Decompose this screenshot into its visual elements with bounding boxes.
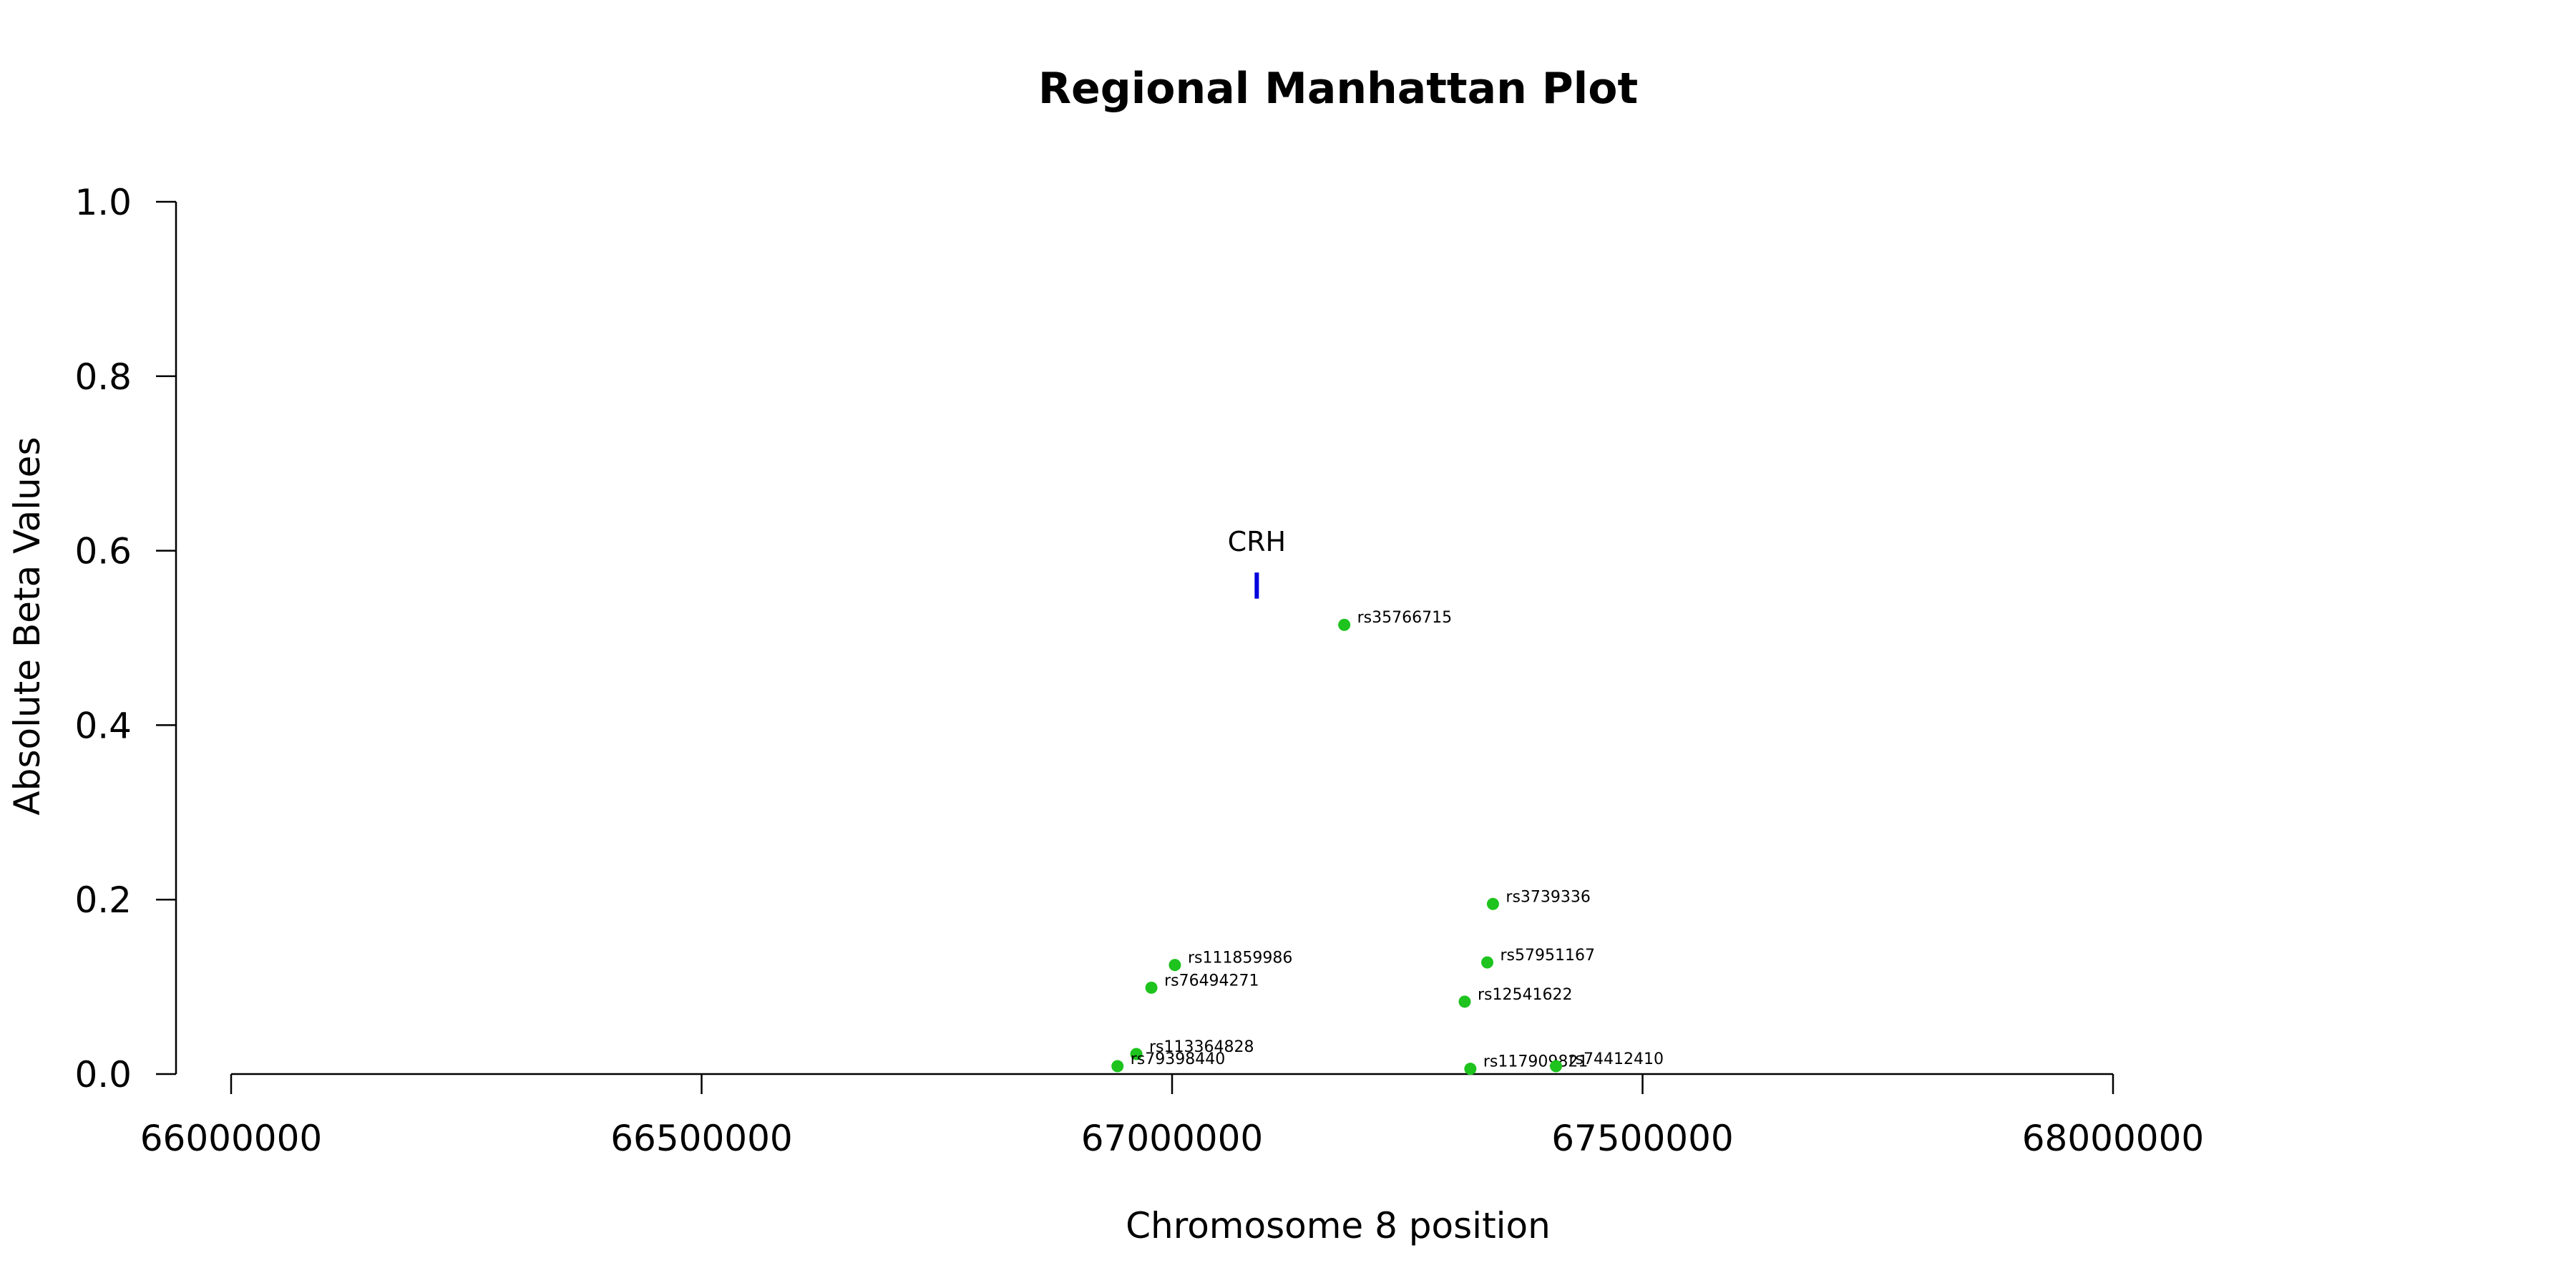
snp-label: rs113364828 bbox=[1149, 1038, 1254, 1056]
snp-label: rs79398440 bbox=[1131, 1050, 1225, 1068]
y-axis-label: Absolute Beta Values bbox=[6, 437, 48, 816]
x-tick-label: 66000000 bbox=[140, 1118, 323, 1159]
x-axis: 66000000 66500000 67000000 67500000 68000000 bbox=[140, 1073, 2205, 1159]
snp-label: rs74412410 bbox=[1569, 1050, 1664, 1068]
snp-label: rs12541622 bbox=[1478, 986, 1572, 1004]
snp-label: rs111859986 bbox=[1188, 950, 1292, 967]
gene-label: CRH bbox=[1228, 526, 1287, 557]
y-tick-label: 0.4 bbox=[74, 705, 132, 746]
y-tick-label: 0.6 bbox=[74, 531, 132, 572]
snp-point bbox=[1130, 1048, 1143, 1060]
snp-label: rs57951167 bbox=[1501, 947, 1595, 965]
snp-point bbox=[1458, 995, 1471, 1008]
snp-point bbox=[1486, 897, 1499, 910]
snp-point bbox=[1145, 981, 1158, 994]
snp-point bbox=[1464, 1063, 1477, 1075]
gene-markers: CRH bbox=[1228, 526, 1287, 599]
x-tick-label: 67500000 bbox=[1551, 1118, 1734, 1159]
x-tick-label: 66500000 bbox=[610, 1118, 793, 1159]
y-tick-label: 0.0 bbox=[74, 1054, 132, 1096]
snp-point bbox=[1169, 959, 1181, 972]
snp-label: rs35766715 bbox=[1357, 609, 1452, 627]
snp-label: rs117909821 bbox=[1483, 1053, 1588, 1071]
y-tick-label: 1.0 bbox=[74, 182, 132, 223]
x-tick-label: 68000000 bbox=[2022, 1118, 2205, 1159]
x-axis-label: Chromosome 8 position bbox=[1126, 1205, 1551, 1246]
chart-title: Regional Manhattan Plot bbox=[1038, 64, 1638, 114]
snp-point bbox=[1338, 618, 1351, 631]
snp-label: rs76494271 bbox=[1164, 972, 1259, 990]
y-tick-label: 0.8 bbox=[74, 356, 132, 398]
y-tick-label: 0.2 bbox=[74, 879, 132, 921]
snp-point bbox=[1550, 1060, 1563, 1073]
snp-label: rs3739336 bbox=[1506, 888, 1591, 906]
data-points: rs35766715 rs3739336 rs57951167 rs111859986… bbox=[1111, 609, 1664, 1075]
x-tick-label: 67000000 bbox=[1081, 1118, 1264, 1159]
snp-point bbox=[1111, 1060, 1124, 1073]
y-axis: 0.0 0.2 0.4 0.6 0.8 1.0 bbox=[74, 182, 177, 1096]
snp-point bbox=[1481, 956, 1494, 969]
